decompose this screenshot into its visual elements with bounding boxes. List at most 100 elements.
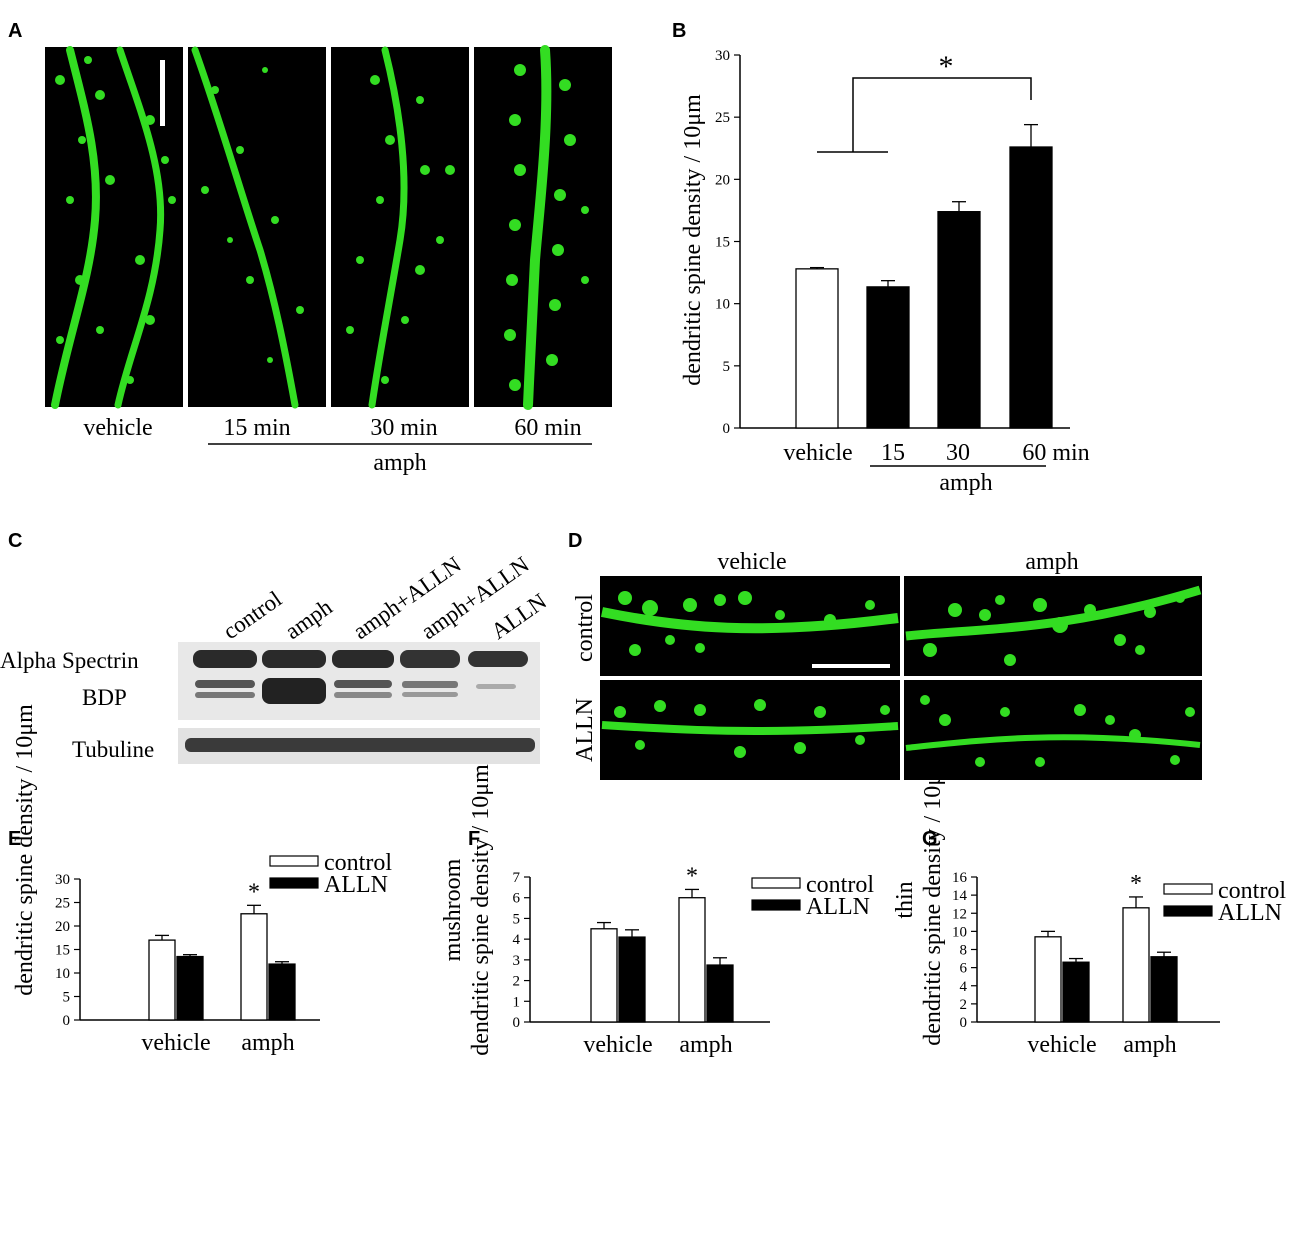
significance-star: * xyxy=(686,863,698,889)
legend-label: control xyxy=(324,850,392,876)
legend-swatch xyxy=(751,899,801,911)
x-tick-label: 15 xyxy=(881,440,905,466)
bar xyxy=(148,939,176,1021)
d-row-label-control: control xyxy=(572,594,598,662)
micrograph-15-min xyxy=(188,46,326,409)
bar xyxy=(1150,956,1178,1023)
y-tick-label: 12 xyxy=(952,906,967,922)
bar xyxy=(1034,936,1062,1023)
bar xyxy=(706,964,734,1023)
y-axis-label: dendritic spine density / 10μm xyxy=(920,754,946,1046)
chart-b: 0 5 10 15 20 25 30 vehicle 15 30 60 min amph dendrit… xyxy=(680,48,1090,496)
y-tick-label: 10 xyxy=(55,966,70,982)
bar xyxy=(678,897,706,1023)
y-tick-label: 3 xyxy=(513,953,521,969)
y-tick-label: 6 xyxy=(960,961,968,977)
panel-letter-c: C xyxy=(8,530,23,552)
y-axis-label: thin xyxy=(892,881,918,918)
panel-letter-b: B xyxy=(672,20,687,42)
y-axis-label: dendritic spine density / 10μm xyxy=(468,764,494,1056)
legend-label: ALLN xyxy=(806,894,870,920)
micrograph-60-min xyxy=(474,45,612,410)
bar xyxy=(795,268,839,429)
y-tick-label: 20 xyxy=(55,919,70,935)
d-col-label-vehicle: vehicle xyxy=(717,549,786,575)
x-tick-label: vehicle xyxy=(583,1032,652,1058)
bar xyxy=(866,286,910,429)
y-tick-label: 4 xyxy=(513,932,521,948)
y-tick-label: 4 xyxy=(960,979,968,995)
y-tick-label: 10 xyxy=(715,297,730,313)
y-tick-label: 0 xyxy=(723,421,731,437)
panel-letter-d: D xyxy=(568,530,583,552)
d-image-alln-amph xyxy=(904,680,1202,780)
bar xyxy=(1009,146,1053,429)
y-tick-label: 0 xyxy=(513,1015,521,1031)
panel-letter-f: F xyxy=(468,828,481,850)
c-lane-label: amph xyxy=(281,594,338,644)
legend-swatch xyxy=(751,877,801,889)
c-row-label-tubuline: Tubuline xyxy=(72,737,154,762)
d-image-alln-vehicle xyxy=(600,680,900,780)
a-label-60-min: 60 min xyxy=(514,415,581,441)
c-row-label-alpha-spectrin: Alpha Spectrin xyxy=(0,648,139,673)
legend-label: ALLN xyxy=(324,872,388,898)
bar xyxy=(1122,907,1150,1023)
significance-star: * xyxy=(248,879,260,905)
x-tick-label: amph xyxy=(241,1030,294,1056)
y-tick-label: 0 xyxy=(960,1015,968,1031)
panel-d: vehicle amph control ALLN xyxy=(572,549,1202,780)
panel-c: control amph amph+ALLN amph+ALLN ALLN Al… xyxy=(0,551,551,764)
panel-letter-g: G xyxy=(922,828,938,850)
y-tick-label: 8 xyxy=(960,943,968,959)
bar xyxy=(240,913,268,1021)
bar xyxy=(1062,961,1090,1023)
y-tick-label: 25 xyxy=(55,896,70,912)
significance-star: * xyxy=(1130,871,1142,897)
bar xyxy=(618,936,646,1023)
y-tick-label: 20 xyxy=(715,172,730,188)
c-lane-labels: control amph amph+ALLN amph+ALLN ALLN xyxy=(219,551,552,644)
x-tick-label: vehicle xyxy=(141,1030,210,1056)
x-tick-label: vehicle xyxy=(1027,1032,1096,1058)
panel-letter-e: E xyxy=(8,828,22,850)
d-col-label-amph: amph xyxy=(1025,549,1078,575)
a-label-vehicle: vehicle xyxy=(83,415,152,441)
x-tick-label: amph xyxy=(1123,1032,1176,1058)
y-tick-label: 6 xyxy=(513,891,521,907)
c-row-label-bdp: BDP xyxy=(82,685,127,710)
legend-swatch xyxy=(1163,883,1213,895)
x-tick-label: amph xyxy=(679,1032,732,1058)
y-tick-label: 15 xyxy=(715,235,730,251)
legend-label: control xyxy=(1218,878,1286,904)
d-scale-bar xyxy=(812,664,890,668)
y-tick-label: 2 xyxy=(513,974,521,990)
y-tick-label: 0 xyxy=(63,1013,71,1029)
c-lane-label: control xyxy=(219,586,287,644)
y-tick-label: 7 xyxy=(513,870,521,886)
bar xyxy=(590,928,618,1023)
y-tick-label: 14 xyxy=(952,888,968,904)
y-tick-label: 5 xyxy=(63,990,71,1006)
bar xyxy=(176,955,204,1021)
a-group-label: amph xyxy=(373,450,426,476)
y-tick-label: 10 xyxy=(952,924,967,940)
legend-label: control xyxy=(806,872,874,898)
d-image-control-amph xyxy=(904,576,1202,676)
y-tick-label: 25 xyxy=(715,110,730,126)
significance-bracket xyxy=(817,77,1032,153)
y-tick-label: 5 xyxy=(723,359,731,375)
c-blot-tubuline xyxy=(178,728,540,764)
micrograph-vehicle xyxy=(45,46,183,409)
y-axis-label: mushroom xyxy=(440,858,466,961)
y-tick-label: 30 xyxy=(715,48,730,64)
y-tick-label: 30 xyxy=(55,872,70,888)
legend-swatch xyxy=(269,855,319,867)
bar xyxy=(268,963,296,1021)
y-tick-label: 1 xyxy=(513,994,521,1010)
micrograph-30-min xyxy=(331,46,469,409)
